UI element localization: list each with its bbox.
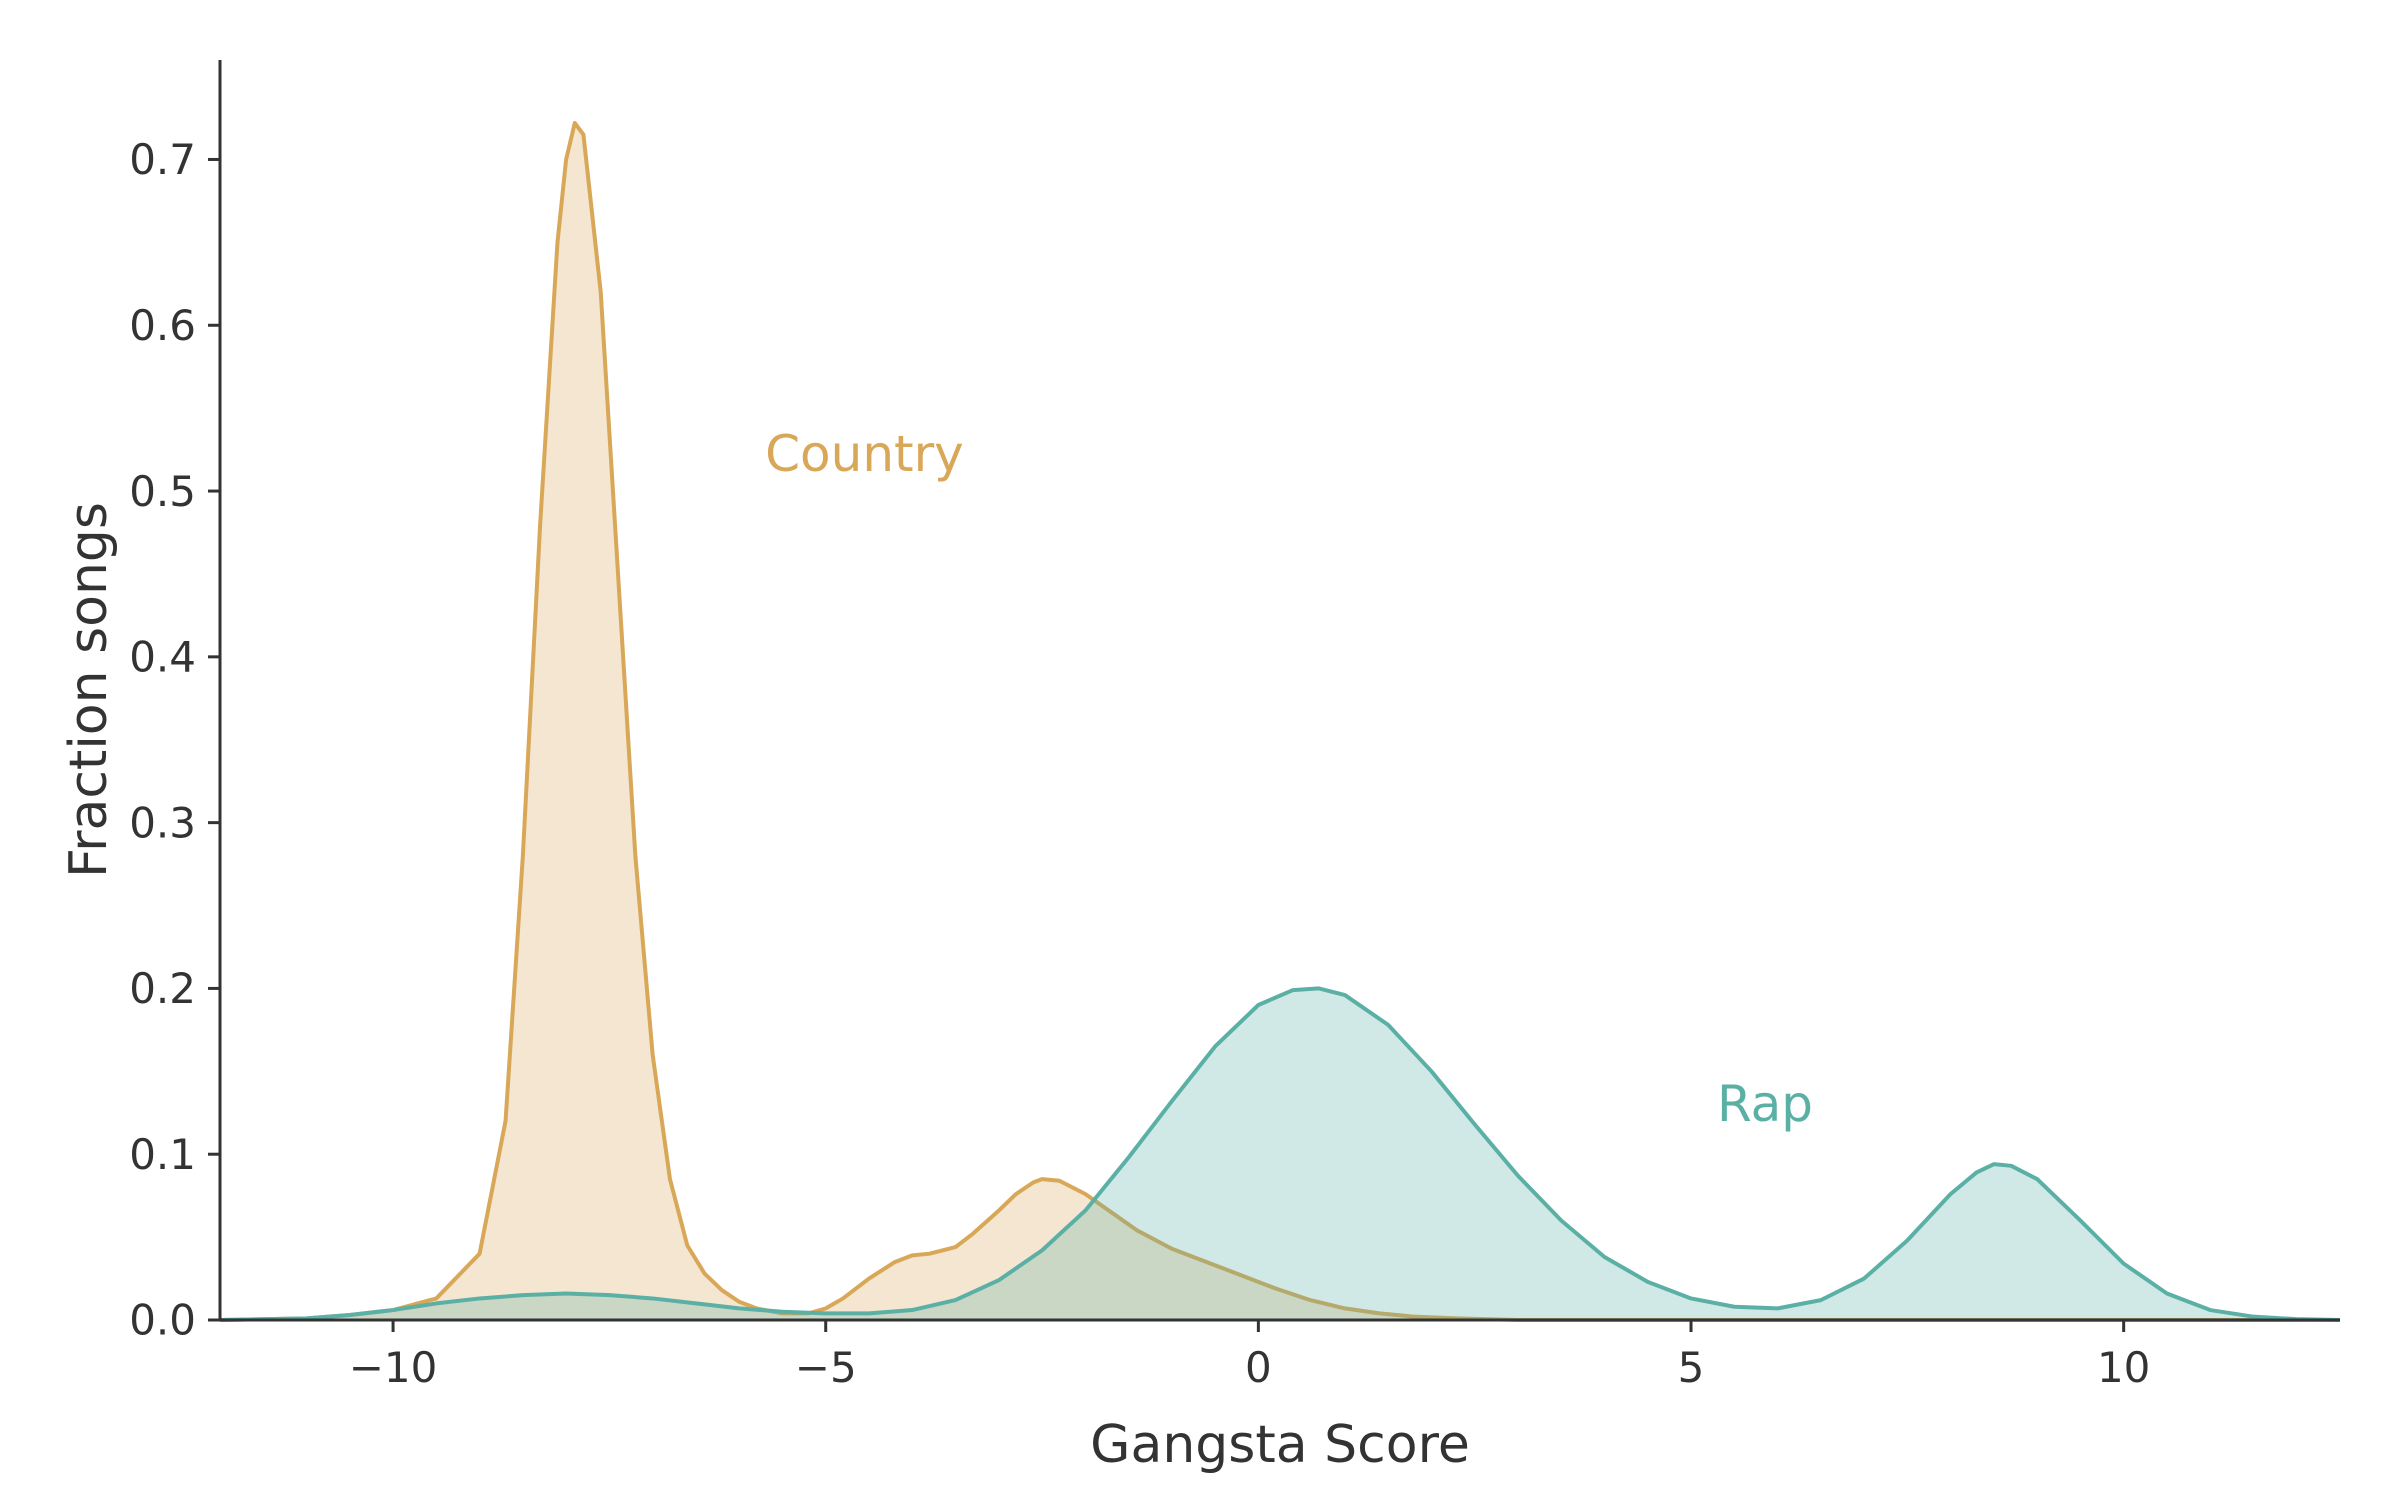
density-chart: −10 −5 0 5 10 0.0 0.1 0.2 0.3 0.4 0.5 0.6 0.7 Gangsta… <box>0 0 2400 1500</box>
annotation-rap: Rap <box>1717 1075 1813 1133</box>
x-axis-label: Gangsta Score <box>1090 1415 1470 1475</box>
y-tick-label: 0.4 <box>129 633 196 682</box>
annotation-country: Country <box>765 425 964 483</box>
y-tick-label: 0.0 <box>129 1296 196 1345</box>
y-tick-label: 0.6 <box>129 301 196 350</box>
y-tick-label: 0.1 <box>129 1130 196 1179</box>
y-tick-label: 0.2 <box>129 964 196 1013</box>
y-tick-label: 0.5 <box>129 467 196 516</box>
x-tick-label: 5 <box>1678 1343 1705 1392</box>
chart-svg: −10 −5 0 5 10 0.0 0.1 0.2 0.3 0.4 0.5 0.6 0.7 Gangsta… <box>0 0 2400 1500</box>
x-tick-label: −10 <box>349 1343 438 1392</box>
y-tick-label: 0.3 <box>129 798 196 847</box>
x-tick-label: 10 <box>2097 1343 2150 1392</box>
y-axis-label: Fraction songs <box>59 502 119 878</box>
y-tick-label: 0.7 <box>129 135 196 184</box>
x-tick-label: 0 <box>1245 1343 1272 1392</box>
x-tick-label: −5 <box>795 1343 857 1392</box>
